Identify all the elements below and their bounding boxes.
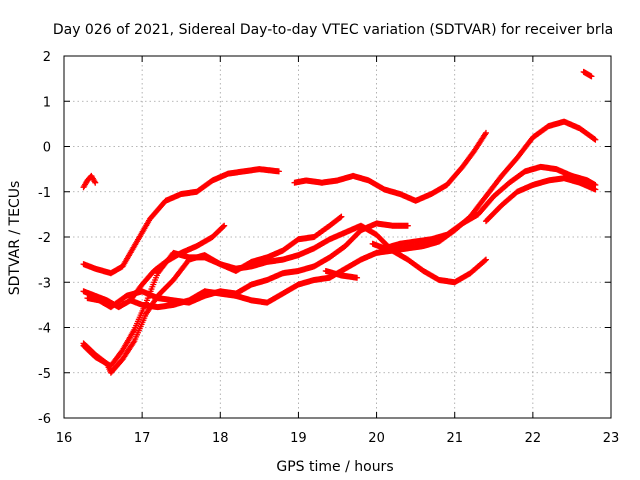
series-arc-l [580, 68, 595, 80]
y-tick-label: -5 [38, 367, 51, 382]
tick-labels: 16 17 18 19 20 21 22 23 -6 -5 -4 -3 -2 -1 0 1 2 [38, 50, 619, 446]
data-point [588, 73, 595, 80]
data-point [482, 257, 489, 264]
series-arc-k [482, 175, 599, 225]
chart-title: Day 026 of 2021, Sidereal Day-to-day VTE… [53, 22, 613, 38]
data-point [220, 223, 227, 230]
data-point [591, 136, 598, 143]
data-point [482, 256, 489, 263]
data-point [592, 136, 599, 143]
x-tick-label: 20 [368, 431, 385, 446]
data-point [275, 168, 282, 175]
series-arc-h [127, 118, 599, 311]
x-tick-label: 19 [290, 431, 307, 446]
y-tick-label: -3 [38, 276, 51, 291]
series-arc-i [322, 267, 361, 281]
series-arc-f [80, 222, 489, 376]
y-tick-label: 0 [43, 141, 51, 156]
x-tick-label: 17 [134, 431, 151, 446]
x-tick-label: 21 [446, 431, 463, 446]
data-point [482, 129, 489, 136]
x-tick-label: 18 [212, 431, 229, 446]
y-tick-label: -1 [38, 186, 51, 201]
data-point [354, 274, 361, 281]
series-arc-a [80, 172, 99, 191]
x-tick-label: 16 [56, 431, 73, 446]
data-point [592, 186, 599, 193]
series-arc-g [84, 220, 411, 311]
y-axis-label: SDTVAR / TECUs [7, 181, 23, 296]
y-tick-label: 2 [43, 50, 51, 65]
y-tick-label: -6 [38, 412, 51, 427]
y-tick-label: -2 [38, 231, 51, 246]
data-point [92, 179, 99, 186]
series-arc-b [80, 166, 282, 277]
y-tick-label: 1 [43, 95, 51, 110]
x-axis-label: GPS time / hours [276, 459, 393, 475]
series-arc-j [369, 163, 599, 252]
data-point [404, 222, 411, 229]
data-point [337, 214, 344, 221]
y-tick-label: -4 [38, 322, 51, 337]
x-tick-label: 22 [525, 431, 542, 446]
plot-frame [63, 55, 612, 419]
data-marks [80, 68, 599, 376]
data-point [221, 222, 228, 229]
x-tick-label: 23 [603, 431, 620, 446]
series-arc-c [291, 129, 489, 204]
data-point [338, 213, 345, 220]
